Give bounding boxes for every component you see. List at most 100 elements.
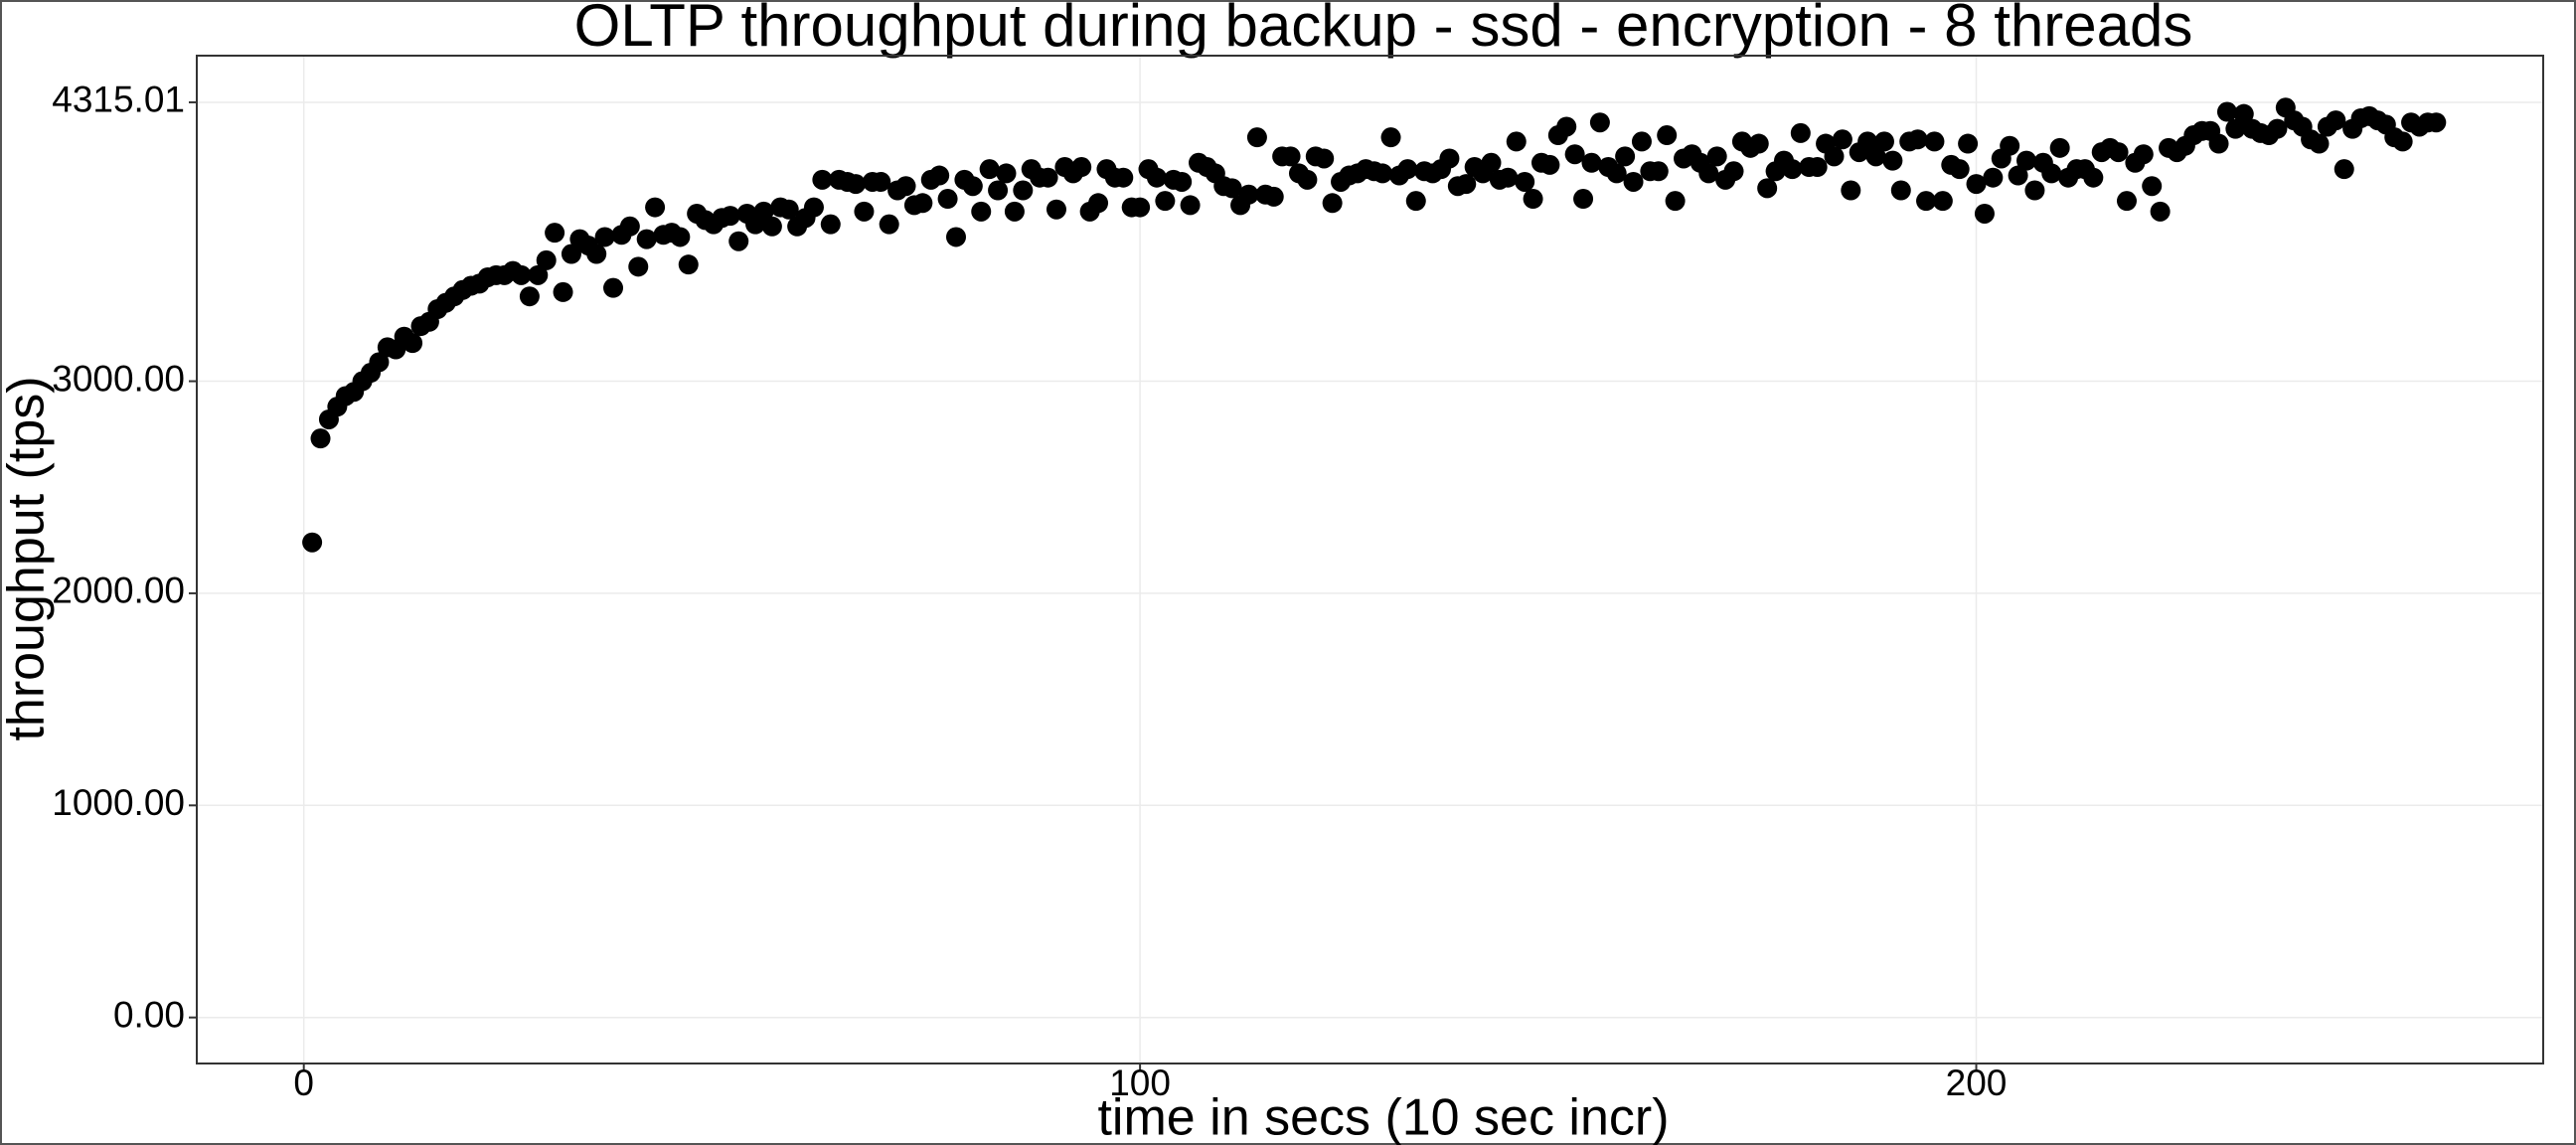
point bbox=[1657, 125, 1678, 146]
point bbox=[1155, 191, 1176, 212]
point bbox=[1706, 146, 1727, 167]
point bbox=[1515, 171, 1535, 192]
point bbox=[553, 281, 573, 302]
point bbox=[2133, 144, 2154, 165]
point bbox=[2426, 112, 2447, 133]
point bbox=[720, 206, 740, 227]
point bbox=[871, 171, 891, 192]
point bbox=[1949, 159, 1970, 180]
point bbox=[1004, 201, 1025, 222]
y-tick-label: 4315.01 bbox=[52, 80, 185, 120]
point bbox=[545, 223, 565, 244]
y-tick-label: 0.00 bbox=[113, 994, 185, 1035]
point bbox=[761, 216, 782, 237]
point bbox=[1907, 129, 1928, 150]
point bbox=[1890, 180, 1911, 201]
point bbox=[2392, 131, 2413, 152]
point bbox=[670, 227, 691, 247]
point bbox=[1974, 203, 1995, 224]
point bbox=[1564, 144, 1585, 165]
point bbox=[603, 277, 624, 298]
point bbox=[1439, 148, 1460, 169]
point bbox=[1924, 131, 1945, 152]
point bbox=[2142, 176, 2163, 197]
point bbox=[1615, 146, 1636, 167]
point bbox=[678, 254, 699, 275]
point bbox=[1113, 167, 1134, 188]
point bbox=[912, 193, 933, 214]
point bbox=[1581, 152, 1602, 173]
point bbox=[594, 227, 615, 247]
y-tick-label: 3000.00 bbox=[52, 358, 185, 399]
point bbox=[1046, 199, 1066, 220]
point bbox=[1606, 163, 1627, 184]
point bbox=[1539, 154, 1560, 175]
point bbox=[2216, 101, 2237, 122]
point bbox=[528, 264, 549, 285]
point bbox=[2116, 191, 2137, 212]
point bbox=[1589, 112, 1610, 133]
point bbox=[996, 163, 1017, 184]
point bbox=[2267, 118, 2288, 139]
point bbox=[1824, 146, 1845, 167]
point bbox=[1481, 152, 1502, 173]
point bbox=[846, 174, 867, 195]
point bbox=[854, 201, 875, 222]
point bbox=[1297, 169, 1318, 190]
y-tick-label: 1000.00 bbox=[52, 782, 185, 823]
point bbox=[1573, 189, 1594, 210]
point bbox=[2334, 159, 2354, 180]
point bbox=[1038, 167, 1058, 188]
point bbox=[1757, 178, 1778, 199]
point bbox=[2083, 167, 2104, 188]
point bbox=[1865, 146, 1886, 167]
point bbox=[636, 229, 657, 249]
point bbox=[1966, 174, 1987, 195]
point bbox=[1405, 191, 1426, 212]
point bbox=[1698, 163, 1719, 184]
point bbox=[728, 231, 749, 251]
point bbox=[1146, 167, 1167, 188]
point bbox=[2233, 103, 2254, 124]
point bbox=[1498, 167, 1519, 188]
x-tick-label: 0 bbox=[293, 1063, 314, 1103]
y-axis-title: throughput (tps) bbox=[0, 376, 56, 740]
point bbox=[2150, 201, 2171, 222]
point bbox=[812, 169, 833, 190]
point bbox=[2024, 180, 2045, 201]
point bbox=[2208, 133, 2229, 154]
point bbox=[1397, 159, 1418, 180]
point bbox=[586, 244, 607, 264]
point bbox=[536, 249, 557, 270]
point bbox=[1932, 191, 1953, 212]
point bbox=[971, 201, 992, 222]
point bbox=[929, 165, 950, 186]
point bbox=[1832, 129, 1852, 150]
point bbox=[302, 532, 323, 553]
point bbox=[2041, 163, 2062, 184]
point bbox=[1648, 161, 1669, 182]
point bbox=[979, 159, 1000, 180]
point bbox=[369, 352, 390, 373]
point bbox=[402, 333, 423, 354]
point bbox=[879, 214, 899, 235]
point bbox=[1246, 127, 1267, 148]
point bbox=[1841, 180, 1861, 201]
point bbox=[962, 176, 983, 197]
point bbox=[2008, 165, 2028, 186]
point bbox=[1263, 186, 1284, 207]
point bbox=[628, 256, 649, 277]
point bbox=[1456, 174, 1477, 195]
point bbox=[519, 286, 540, 307]
point bbox=[2225, 118, 2246, 139]
point bbox=[2016, 150, 2037, 171]
point bbox=[1958, 133, 1979, 154]
point bbox=[1372, 163, 1393, 184]
point bbox=[1782, 159, 1803, 180]
point bbox=[2049, 137, 2070, 158]
point bbox=[1665, 191, 1686, 212]
point bbox=[1807, 157, 1828, 178]
y-tick-label: 2000.00 bbox=[52, 571, 185, 611]
